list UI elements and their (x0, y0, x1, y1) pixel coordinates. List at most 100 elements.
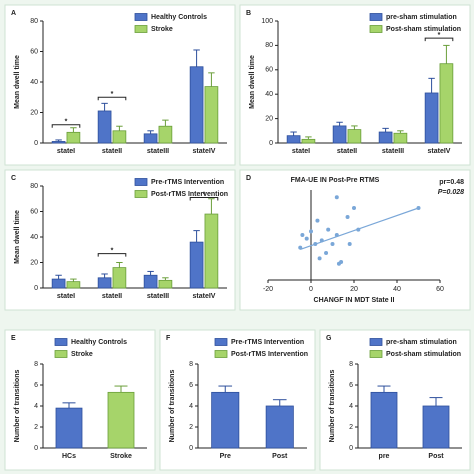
significance-bracket (97, 253, 127, 257)
y-tick-label: 40 (30, 79, 38, 86)
y-axis-label: Number of transitions (329, 370, 336, 443)
y-axis-label: Mean dwell time (14, 55, 21, 109)
panel-label: B (246, 10, 251, 17)
x-tick-label: stateII (337, 148, 357, 155)
bar (143, 133, 158, 144)
bar (107, 391, 135, 449)
y-tick-label: 60 (30, 208, 38, 215)
x-tick-label: stateI (292, 148, 310, 155)
y-tick-label: 8 (34, 361, 38, 368)
legend-label: Healthy Controls (151, 14, 207, 21)
legend-swatch (369, 25, 383, 33)
bar (66, 281, 81, 289)
bar (378, 131, 393, 144)
y-tick-label: 0 (349, 445, 353, 452)
x-tick-label: -20 (263, 286, 273, 293)
point (352, 206, 356, 210)
point (345, 215, 350, 219)
legend-swatch (214, 350, 228, 358)
x-tick-label: Post (428, 453, 444, 460)
y-tick-label: 60 (30, 48, 38, 55)
x-tick-label: stateIV (428, 148, 451, 155)
y-tick-label: 0 (34, 445, 38, 452)
x-tick-label: stateIII (382, 148, 404, 155)
panel-label: E (11, 335, 16, 342)
y-tick-label: 0 (34, 285, 38, 292)
point (326, 227, 331, 232)
bar (265, 405, 294, 449)
y-tick-label: 4 (349, 403, 353, 410)
x-tick-label: 0 (309, 286, 313, 293)
legend-label: Pre-rTMS Intervention (151, 179, 224, 186)
legend-label: Stroke (151, 26, 173, 33)
bar (112, 130, 127, 144)
legend-swatch (134, 190, 148, 198)
bar (189, 241, 204, 289)
y-axis-label: Mean dwell time (14, 210, 21, 264)
x-tick-label: stateIV (193, 148, 216, 155)
legend-label: Post-rTMS Intervention (151, 191, 228, 198)
bar (51, 278, 66, 289)
legend-swatch (134, 13, 148, 21)
point (298, 245, 303, 250)
panel-label: A (11, 10, 16, 17)
point (300, 233, 305, 237)
x-tick-label: stateII (102, 293, 122, 300)
bar (424, 92, 439, 144)
significance-label: * (438, 32, 441, 39)
x-tick-label: 20 (350, 286, 358, 293)
point (339, 260, 344, 264)
legend-label: Post-sham stimulation (386, 351, 461, 358)
point (330, 242, 335, 246)
y-tick-label: 4 (189, 403, 193, 410)
bar (211, 391, 240, 449)
x-tick-label: stateIII (147, 293, 169, 300)
y-tick-label: 80 (265, 42, 273, 49)
x-tick-label: stateI (57, 293, 75, 300)
bar (422, 405, 450, 449)
point (317, 256, 322, 261)
point (315, 218, 320, 223)
panel-label: G (326, 335, 332, 342)
y-tick-label: 0 (34, 140, 38, 147)
x-tick-label: stateIV (193, 293, 216, 300)
panel-label: D (246, 175, 251, 182)
point (416, 206, 421, 210)
bar (51, 141, 66, 144)
y-tick-label: 0 (189, 445, 193, 452)
significance-bracket (189, 196, 219, 201)
y-tick-label: 80 (30, 183, 38, 190)
bar (439, 63, 454, 144)
y-tick-label: 20 (30, 259, 38, 266)
bar (143, 274, 158, 289)
y-axis-label: Mean dwell time (249, 55, 256, 109)
y-axis-label: Number of transitions (169, 370, 176, 443)
legend-swatch (134, 25, 148, 33)
y-tick-label: 20 (265, 115, 273, 122)
point (319, 238, 324, 243)
panel (239, 169, 471, 311)
bar (158, 125, 173, 144)
bar (286, 135, 301, 144)
stat-annotation: pr=0.48 (439, 179, 464, 186)
point (324, 251, 329, 255)
bar (370, 391, 398, 449)
legend-swatch (214, 338, 228, 346)
bar (66, 131, 81, 144)
legend-swatch (134, 178, 148, 186)
y-tick-label: 60 (265, 67, 273, 74)
y-tick-label: 8 (349, 361, 353, 368)
bar (347, 129, 362, 144)
y-tick-label: 8 (189, 361, 193, 368)
legend-swatch (54, 350, 68, 358)
y-tick-label: 4 (34, 403, 38, 410)
y-tick-label: 100 (261, 18, 273, 25)
y-axis-label: Number of transitions (14, 370, 21, 443)
x-tick-label: 60 (436, 286, 444, 293)
x-axis-label: CHANGF IN MDT State II (314, 297, 395, 304)
legend-label: pre-sham stimulation (386, 339, 457, 346)
legend-label: Stroke (71, 351, 93, 358)
bar (97, 277, 112, 289)
y-tick-label: 40 (265, 91, 273, 98)
